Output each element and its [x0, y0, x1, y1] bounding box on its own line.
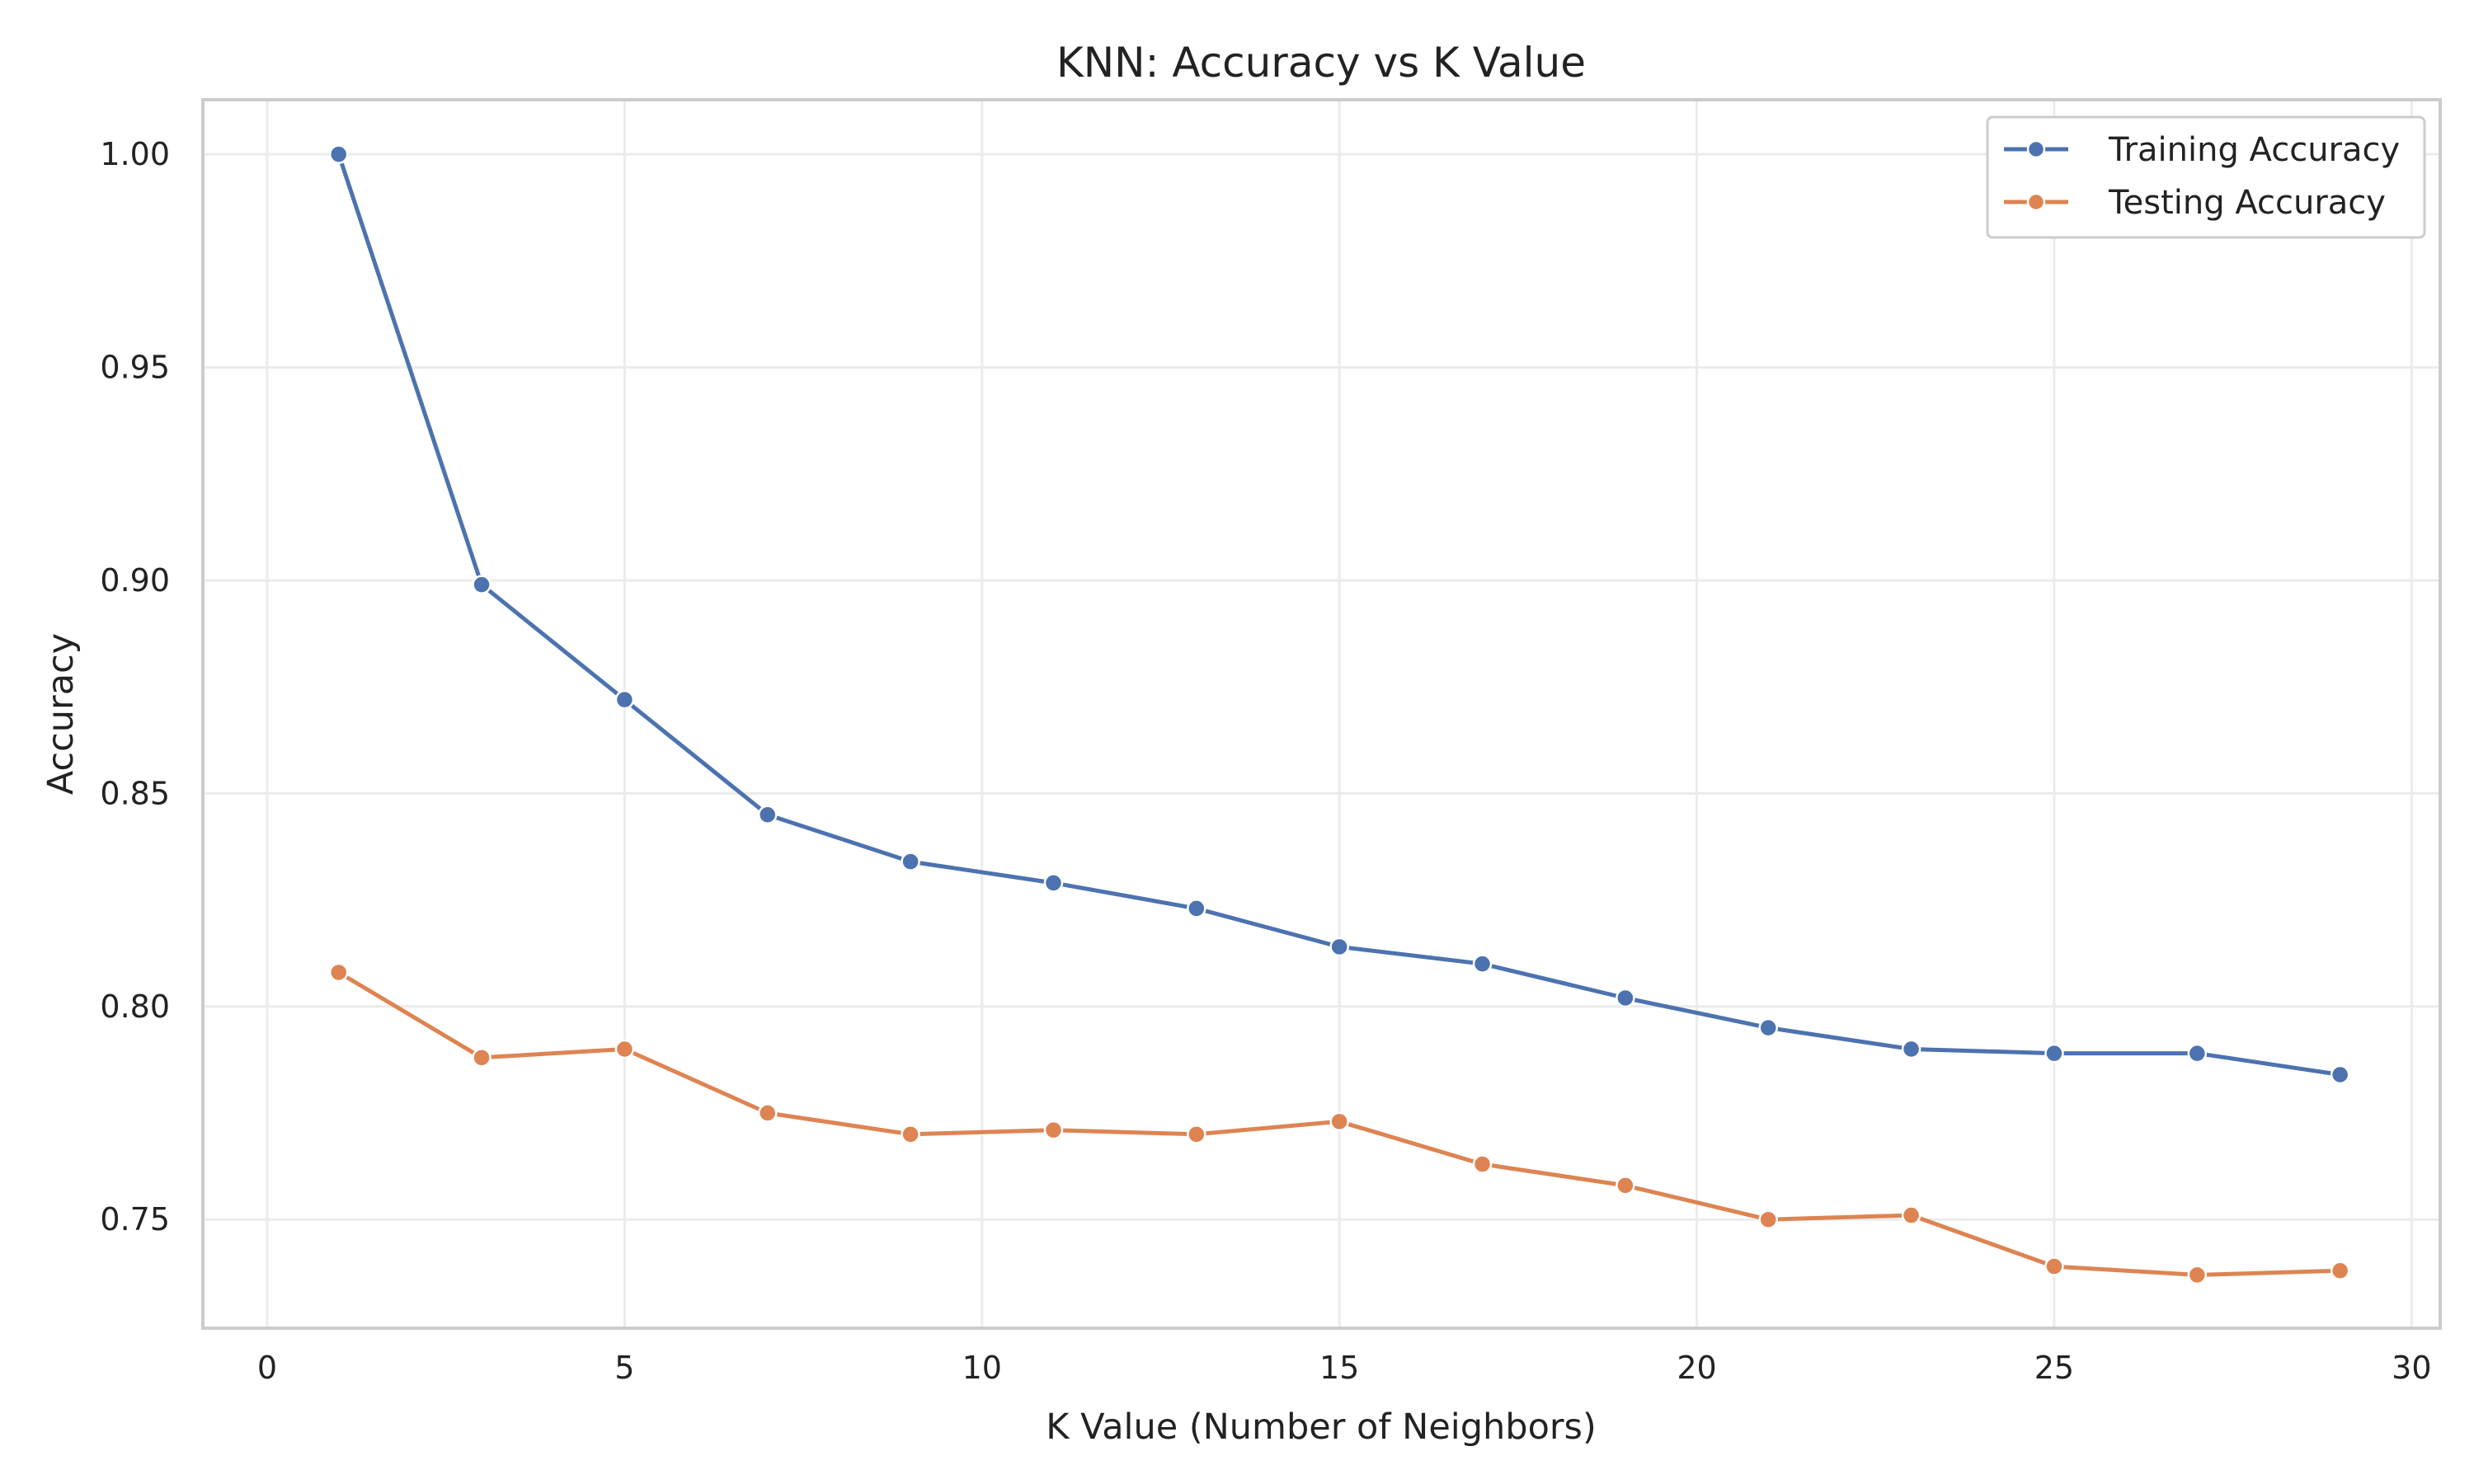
- legend-label-training: Training Accuracy: [2108, 131, 2400, 169]
- data-point-testing-accuracy: [472, 1048, 492, 1068]
- x-tick-label: 25: [2034, 1350, 2074, 1386]
- grid-lines: [203, 100, 2440, 1328]
- data-point-testing-accuracy: [614, 1039, 635, 1059]
- legend-marker-testing: [2026, 192, 2046, 212]
- data-point-training-accuracy: [1187, 899, 1206, 918]
- data-point-testing-accuracy: [2187, 1265, 2208, 1285]
- data-point-training-accuracy: [328, 144, 349, 164]
- y-tick-label: 0.75: [100, 1201, 170, 1237]
- y-tick-label: 0.85: [100, 775, 170, 811]
- data-point-training-accuracy: [1043, 873, 1064, 893]
- data-point-testing-accuracy: [1758, 1209, 1778, 1229]
- plot-frame: [201, 98, 2442, 1330]
- x-tick-label: 30: [2392, 1350, 2431, 1386]
- x-tick-label: 5: [614, 1350, 634, 1386]
- data-point-training-accuracy: [2330, 1064, 2350, 1085]
- x-axis-ticks: 0 5 10 15 20 25 30: [257, 1350, 2432, 1386]
- y-axis-label: Accuracy: [40, 633, 82, 795]
- data-point-testing-accuracy: [901, 1125, 920, 1144]
- data-point-testing-accuracy: [328, 962, 349, 983]
- data-point-testing-accuracy: [2330, 1261, 2350, 1280]
- data-point-testing-accuracy: [1187, 1125, 1206, 1144]
- series-testing-accuracy: [328, 962, 2350, 1285]
- x-tick-label: 20: [1677, 1350, 1716, 1386]
- series-group: [328, 144, 2350, 1285]
- data-point-training-accuracy: [472, 575, 492, 594]
- data-point-testing-accuracy: [1043, 1120, 1064, 1140]
- y-tick-label: 0.90: [100, 562, 170, 599]
- y-tick-label: 0.95: [100, 350, 170, 386]
- data-point-training-accuracy: [758, 805, 778, 824]
- legend-box: [1986, 115, 2426, 239]
- x-tick-label: 15: [1319, 1350, 1359, 1386]
- data-point-training-accuracy: [901, 852, 920, 871]
- x-tick-label: 0: [257, 1350, 277, 1386]
- data-point-training-accuracy: [1472, 954, 1493, 974]
- chart-title: KNN: Accuracy vs K Value: [1056, 39, 1586, 87]
- x-axis-label: K Value (Number of Neighbors): [1046, 1407, 1597, 1448]
- data-point-testing-accuracy: [1901, 1205, 1921, 1225]
- data-point-training-accuracy: [1616, 988, 1635, 1008]
- y-tick-label: 1.00: [100, 136, 170, 172]
- data-point-training-accuracy: [2044, 1043, 2064, 1064]
- legend: Training Accuracy Testing Accuracy: [1986, 115, 2426, 239]
- data-point-training-accuracy: [2187, 1043, 2208, 1064]
- data-point-training-accuracy: [1329, 937, 1349, 957]
- series-training-accuracy: [328, 144, 2350, 1085]
- data-point-testing-accuracy: [2044, 1256, 2064, 1276]
- data-point-training-accuracy: [1901, 1039, 1921, 1059]
- y-tick-label: 0.80: [100, 989, 170, 1025]
- data-point-testing-accuracy: [758, 1103, 778, 1123]
- data-point-testing-accuracy: [1472, 1154, 1493, 1174]
- data-point-testing-accuracy: [1616, 1176, 1635, 1195]
- legend-marker-training: [2026, 139, 2046, 159]
- data-point-training-accuracy: [1758, 1017, 1778, 1038]
- data-point-testing-accuracy: [1329, 1111, 1349, 1132]
- y-axis-ticks: 0.75 0.80 0.85 0.90 0.95 1.00: [100, 136, 170, 1237]
- x-tick-label: 10: [962, 1350, 1002, 1386]
- data-point-training-accuracy: [614, 689, 635, 710]
- legend-label-testing: Testing Accuracy: [2108, 184, 2386, 222]
